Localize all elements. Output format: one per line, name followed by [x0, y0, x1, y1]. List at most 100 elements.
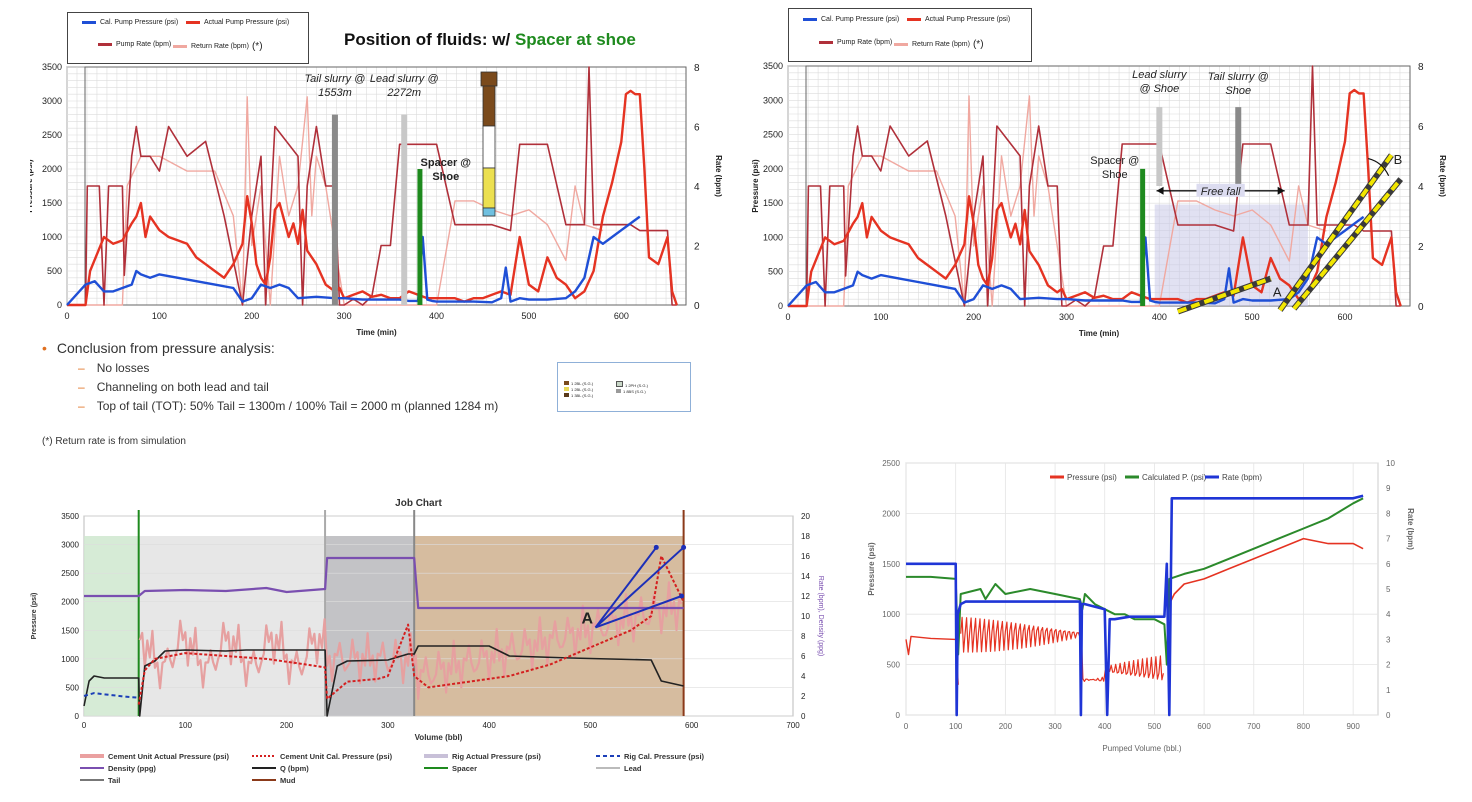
y2-tick-label: 4	[1418, 182, 1424, 193]
y-tick-label: 500	[887, 661, 901, 670]
y2-tick-label: 8	[801, 632, 806, 641]
x-tick-label: 300	[1059, 312, 1074, 322]
y-tick-label: 1500	[61, 626, 79, 635]
x-axis-label: Pumped Volume (bbl.)	[1102, 744, 1181, 753]
x-tick-label: 400	[1098, 722, 1112, 731]
main-title: Position of fluids: w/ Spacer at shoe	[344, 30, 636, 50]
series-pump-rate	[67, 66, 677, 306]
arrow-tip	[679, 593, 685, 599]
y-axis-label: Pressure (psi)	[30, 159, 34, 213]
series-rate	[906, 494, 1364, 717]
y2-tick-label: 0	[694, 301, 700, 312]
y2-tick-label: 2	[1386, 661, 1391, 670]
trend-line-b-lower-outline	[1291, 177, 1404, 311]
series-calculated-pressure	[906, 497, 1364, 666]
y-tick-label: 2500	[61, 569, 79, 578]
y2-tick-label: 10	[1386, 459, 1395, 468]
trend-line-b-upper	[1278, 153, 1394, 312]
x-tick-label: 200	[966, 312, 981, 322]
y2-tick-label: 10	[801, 612, 810, 621]
y-tick-label: 3500	[763, 61, 783, 71]
inset-item: 1 8BS (S.G.)	[616, 389, 648, 395]
y-tick-label: 1500	[882, 560, 900, 569]
y2-tick-label: 0	[1418, 302, 1424, 313]
lead-slurry-marker	[1156, 107, 1163, 186]
x-tick-label: 200	[280, 721, 294, 730]
y-tick-label: 1500	[763, 198, 783, 208]
series-cal-pressure	[66, 215, 641, 306]
inset-item: 1 3BL (S.G.)	[564, 393, 593, 399]
y-tick-label: 1000	[763, 232, 783, 242]
annotation-spacer-1: Spacer @	[421, 157, 472, 169]
x-tick-label: 500	[521, 311, 536, 321]
y-tick-label: 2000	[763, 164, 783, 174]
y2-tick-label: 8	[1418, 62, 1424, 73]
y2-tick-label: 3	[1386, 635, 1391, 644]
x-tick-label: 0	[785, 312, 790, 322]
inset-fluid-legend: 1 2BL (S.G.) 1 2BL (S.G.) 1 3BL (S.G.) 1…	[557, 362, 691, 412]
y2-tick-label: 18	[801, 532, 810, 541]
y-tick-label: 1000	[882, 610, 900, 619]
list-item: – Top of tail (TOT): 50% Tail = 1300m / 1…	[78, 399, 499, 413]
annotation-spacer-2: Shoe	[1102, 169, 1128, 181]
label-a: A	[581, 610, 593, 627]
y2-tick-label: 6	[1386, 560, 1391, 569]
label-b: B	[1394, 152, 1403, 167]
x-tick-label: 600	[614, 311, 629, 321]
y2-tick-label: 0	[1386, 711, 1391, 720]
conclusion-list: • Conclusion from pressure analysis: – No …	[42, 340, 498, 413]
tail-slurry-marker	[1235, 107, 1242, 186]
y2-tick-label: 8	[694, 63, 700, 74]
legend-label: Cement Unit Cal. Pressure (psi)	[280, 752, 393, 761]
series-cement-cal-pressure	[137, 555, 685, 705]
inset-item: 1 2BL (S.G.)	[564, 387, 593, 393]
trend-line-a	[1177, 276, 1272, 314]
annotation-lead-2: @ Shoe	[1139, 83, 1179, 95]
y2-tick-label: 12	[801, 592, 810, 601]
label-a: A	[1273, 284, 1282, 299]
x-tick-label: 0	[64, 311, 69, 321]
y2-tick-label: 4	[1386, 610, 1391, 619]
y-tick-label: 2500	[42, 130, 62, 140]
tail-slurry-marker	[331, 114, 338, 305]
series-return-rate	[67, 96, 604, 306]
y-tick-label: 2500	[882, 459, 900, 468]
wellbore-schematic	[480, 71, 498, 217]
legend-top-left: Cal. Pump Pressure (psi) Actual Pump Pre…	[67, 12, 309, 64]
y2-tick-label: 5	[1386, 585, 1391, 594]
x-tick-label: 0	[82, 721, 87, 730]
x-tick-label: 500	[1148, 722, 1162, 731]
x-tick-label: 300	[1048, 722, 1062, 731]
legend-label: Tail	[108, 776, 120, 785]
annotation-lead-1: Lead slurry @	[370, 73, 439, 85]
x-axis-label: Time (min)	[1079, 329, 1120, 338]
y2-tick-label: 20	[801, 512, 810, 521]
series-actual-pressure	[67, 89, 678, 307]
annotation-spacer-1: Spacer @	[1090, 155, 1139, 167]
series-cement-actual-pressure	[138, 581, 683, 700]
y2-tick-label: 1	[1386, 686, 1391, 695]
legend-label: Lead	[624, 764, 642, 773]
y-tick-label: 500	[768, 267, 783, 277]
legend-label: Spacer	[452, 764, 477, 773]
inset-col-2: 1 2PH (S.G.) 1 8BS (S.G.)	[616, 381, 648, 395]
x-tick-label: 200	[999, 722, 1013, 731]
y-tick-label: 500	[66, 683, 80, 692]
legend-top-right: Cal. Pump Pressure (psi) Actual Pump Pre…	[788, 8, 1032, 62]
y2-tick-label: 7	[1386, 535, 1391, 544]
x-tick-label: 500	[584, 721, 598, 730]
region-spacer	[84, 536, 139, 716]
legend-label: Pressure (psi)	[1067, 473, 1117, 482]
legend-item: Cal. Pump Pressure (psi)	[803, 16, 899, 23]
x-tick-label: 200	[244, 311, 259, 321]
trend-arrow	[595, 595, 682, 629]
y-tick-label: 0	[778, 301, 783, 311]
arrow-tip	[681, 544, 687, 550]
x-tick-label: 100	[179, 721, 193, 730]
y-tick-label: 1000	[42, 232, 62, 242]
arrowhead	[1277, 186, 1285, 195]
legend-item: Actual Pump Pressure (psi)	[186, 19, 289, 26]
legend-label: Mud	[280, 776, 296, 785]
y2-tick-label: 4	[694, 182, 700, 193]
legend-item: Return Rate (bpm) (*)	[894, 39, 984, 50]
